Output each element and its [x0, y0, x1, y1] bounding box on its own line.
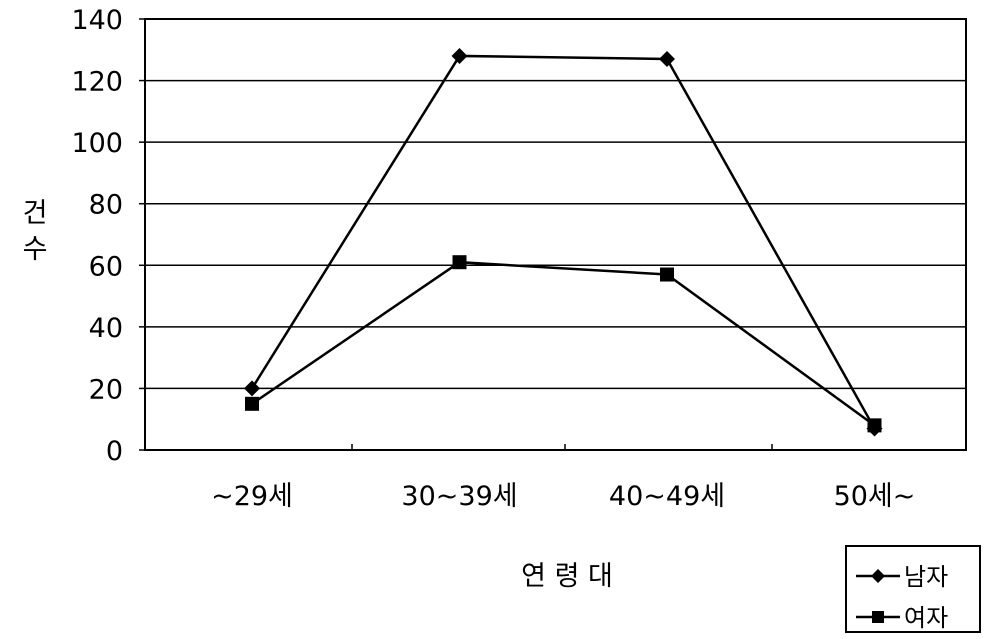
y-axis-title-line-1: 건 — [23, 198, 48, 229]
y-tick-label: 0 — [106, 436, 123, 467]
x-tick-label: 50세~ — [834, 481, 916, 512]
legend-marker-square — [872, 611, 884, 623]
y-tick-label: 120 — [71, 67, 123, 98]
y-tick-label: 100 — [71, 128, 123, 159]
data-point-여자-~29세 — [245, 396, 259, 411]
data-point-여자-40~49세 — [660, 267, 674, 282]
y-tick-label: 40 — [89, 313, 123, 344]
data-point-여자-30~39세 — [452, 255, 467, 270]
y-axis-ticks: 0 20 40 60 80 100 120 140 — [71, 5, 145, 467]
gridlines — [145, 79, 966, 390]
series-line-남자 — [250, 54, 876, 430]
series-line-여자 — [251, 260, 876, 427]
x-tick-label: ~29세 — [211, 481, 293, 512]
y-tick-label: 140 — [71, 5, 123, 36]
x-axis-ticks: ~29세 30~39세 40~49세 50세~ — [211, 444, 915, 512]
y-tick-label: 80 — [89, 190, 123, 221]
legend-label-남자: 남자 — [904, 563, 948, 591]
plot-area-frame — [144, 18, 967, 451]
y-axis-title-line-2: 수 — [23, 234, 48, 265]
x-axis-title: 연 령 대 — [521, 561, 613, 592]
x-tick-label: 30~39세 — [401, 481, 517, 512]
y-tick-label: 60 — [89, 251, 123, 282]
legend: 남자 여자 — [845, 545, 981, 633]
data-point-남자-~29세 — [244, 380, 260, 397]
y-tick-label: 20 — [89, 374, 123, 405]
x-tick-label: 40~49세 — [609, 481, 725, 512]
series-group — [244, 47, 883, 437]
data-point-남자-30~39세 — [451, 47, 468, 64]
legend-label-여자: 여자 — [904, 604, 948, 632]
data-point-여자-50세~ — [867, 418, 882, 433]
data-point-남자-40~49세 — [659, 51, 675, 68]
legend-marker-diamond — [871, 569, 885, 583]
